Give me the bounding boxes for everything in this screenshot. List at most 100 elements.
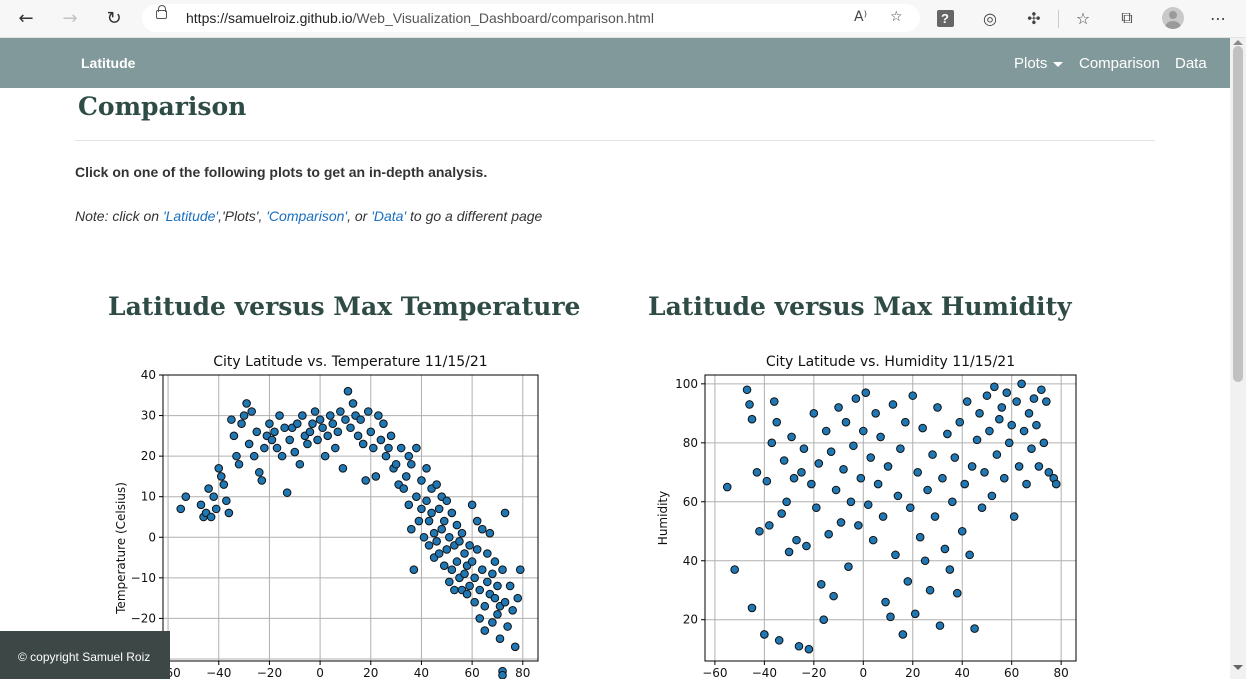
data-point [404, 500, 414, 510]
back-arrow-icon[interactable]: ← [18, 7, 34, 29]
plot-heading-humidity: Latitude versus Max Humidity [648, 292, 1072, 321]
data-point [794, 641, 804, 651]
data-point [747, 603, 757, 613]
data-point [888, 400, 898, 409]
url-text[interactable]: https://samuelroiz.github.io/Web_Visuali… [186, 10, 654, 26]
nav-data[interactable]: Data [1175, 55, 1207, 72]
y-tick-label: 30 [141, 409, 156, 423]
data-point [782, 497, 791, 507]
data-point [755, 526, 764, 536]
profile-avatar[interactable] [1161, 6, 1185, 30]
favorites-star-icon[interactable]: ☆ [1075, 8, 1091, 28]
data-point [972, 435, 982, 445]
data-point [407, 459, 416, 469]
scroll-down-icon[interactable] [1233, 665, 1243, 670]
page-scrollbar[interactable] [1230, 38, 1246, 679]
data-point [886, 612, 895, 622]
address-bar[interactable]: https://samuelroiz.github.io/Web_Visuali… [142, 4, 920, 32]
data-point [883, 462, 893, 471]
data-point [752, 467, 762, 477]
scroll-up-icon[interactable] [1233, 40, 1243, 45]
data-point [792, 535, 801, 545]
x-tick-label: 60 [464, 666, 479, 679]
data-point [442, 545, 452, 554]
data-point [404, 451, 414, 461]
data-point [232, 451, 241, 461]
data-point [432, 480, 441, 489]
refresh-icon[interactable]: ↻ [106, 7, 122, 29]
data-point [445, 532, 454, 542]
data-point [399, 484, 409, 493]
data-point [475, 585, 485, 595]
data-point [374, 411, 383, 420]
nav-comparison[interactable]: Comparison [1079, 55, 1160, 72]
data-point [933, 403, 942, 412]
note-link-latitude[interactable]: 'Latitude' [162, 208, 219, 224]
tracker-extension-icon[interactable]: ◎ [983, 8, 997, 28]
data-point [252, 427, 262, 437]
plot-heading-temperature: Latitude versus Max Temperature [108, 292, 581, 321]
data-point [1044, 467, 1054, 477]
collections-icon[interactable]: ⧉ [1121, 8, 1133, 27]
data-point [1032, 420, 1041, 430]
data-point [439, 516, 449, 526]
data-point [858, 426, 868, 436]
data-point [965, 550, 974, 560]
plot-frame [162, 374, 539, 662]
data-point [483, 577, 492, 587]
data-point [472, 516, 482, 526]
data-point [270, 427, 279, 437]
data-point [247, 407, 256, 416]
y-tick-label: 60 [683, 495, 698, 509]
data-point [467, 557, 477, 566]
data-point [980, 467, 989, 477]
data-point [237, 419, 246, 428]
data-point [898, 630, 908, 639]
temperature-scatter-chart[interactable]: City Latitude vs. Temperature 11/15/21−6… [108, 345, 548, 679]
help-extension-icon[interactable]: ? [933, 6, 957, 30]
data-point [878, 512, 888, 521]
data-point [417, 476, 426, 485]
data-point [831, 485, 841, 495]
data-point [376, 435, 386, 445]
data-point [722, 482, 732, 492]
note-link-data[interactable]: 'Data' [371, 208, 407, 224]
data-point [863, 500, 873, 510]
y-tick-label: 80 [683, 436, 698, 450]
data-point [960, 479, 970, 489]
more-menu-icon[interactable]: ⋯ [1210, 8, 1226, 28]
add-favorite-icon[interactable]: ☆ [890, 9, 903, 25]
navbar-brand[interactable]: Latitude [81, 55, 136, 71]
note-link-comparison[interactable]: 'Comparison' [266, 208, 348, 224]
data-point [303, 439, 312, 449]
data-point [510, 642, 520, 652]
data-point [807, 479, 816, 489]
data-point [952, 588, 962, 598]
data-point [429, 528, 439, 538]
extensions-puzzle-icon[interactable]: ✣ [1027, 8, 1041, 28]
data-point [315, 415, 325, 424]
x-tick-label: 0 [859, 666, 867, 679]
data-point [209, 492, 218, 502]
lock-icon[interactable] [156, 5, 167, 19]
data-point [730, 565, 739, 574]
nav-plots-dropdown[interactable]: Plots [1014, 55, 1064, 72]
site-navbar: Latitude Plots Comparison Data [0, 38, 1230, 88]
data-point [313, 435, 322, 445]
y-tick-label: −10 [131, 571, 156, 585]
data-point [955, 417, 965, 427]
read-aloud-icon[interactable]: A⁾ [854, 9, 868, 25]
data-point [477, 565, 487, 575]
y-tick-label: 0 [148, 530, 156, 544]
forward-arrow-icon[interactable]: → [62, 7, 78, 29]
data-point [320, 451, 330, 461]
data-point [495, 634, 505, 643]
scrollbar-thumb[interactable] [1233, 46, 1243, 382]
data-point [472, 545, 482, 554]
data-point [854, 521, 863, 530]
humidity-scatter-chart[interactable]: City Latitude vs. Humidity 11/15/21 −60 −4… [648, 345, 1088, 679]
data-point [777, 509, 786, 518]
data-point [938, 473, 947, 483]
data-point [809, 409, 819, 418]
data-point [434, 504, 444, 514]
